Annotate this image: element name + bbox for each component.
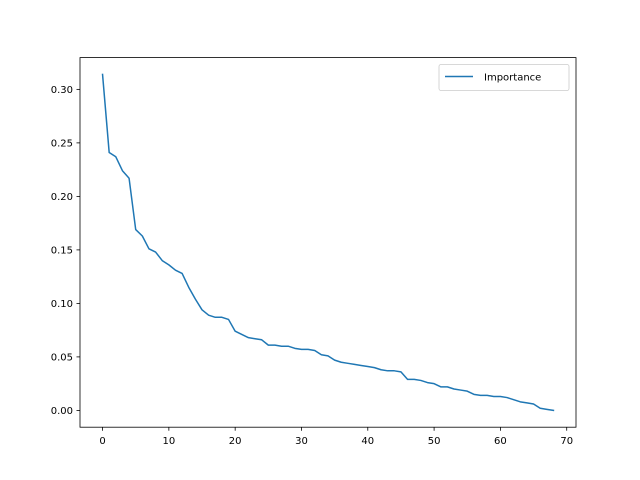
legend-box <box>438 64 570 91</box>
x-tick-label: 70 <box>560 436 573 447</box>
x-tick-label: 20 <box>229 436 242 447</box>
x-tick-label: 0 <box>99 436 105 447</box>
legend-label: Importance <box>484 73 541 84</box>
y-tick-label: 0.20 <box>51 192 73 203</box>
y-tick-label: 0.10 <box>51 299 73 310</box>
plot-frame <box>79 57 577 428</box>
series-line-0 <box>101 73 555 412</box>
y-tick-label: 0.05 <box>51 352 73 363</box>
y-tick-label: 0.15 <box>51 245 73 256</box>
x-tick-label: 40 <box>361 436 374 447</box>
x-tick-label: 60 <box>494 436 507 447</box>
x-tick-label: 10 <box>162 436 175 447</box>
legend: Importance <box>438 64 570 91</box>
x-tick-label: 30 <box>295 436 308 447</box>
x-tick-label: 50 <box>428 436 441 447</box>
y-tick-label: 0.25 <box>51 138 73 149</box>
y-tick-label: 0.00 <box>51 406 73 417</box>
y-tick-label: 0.30 <box>51 85 73 96</box>
